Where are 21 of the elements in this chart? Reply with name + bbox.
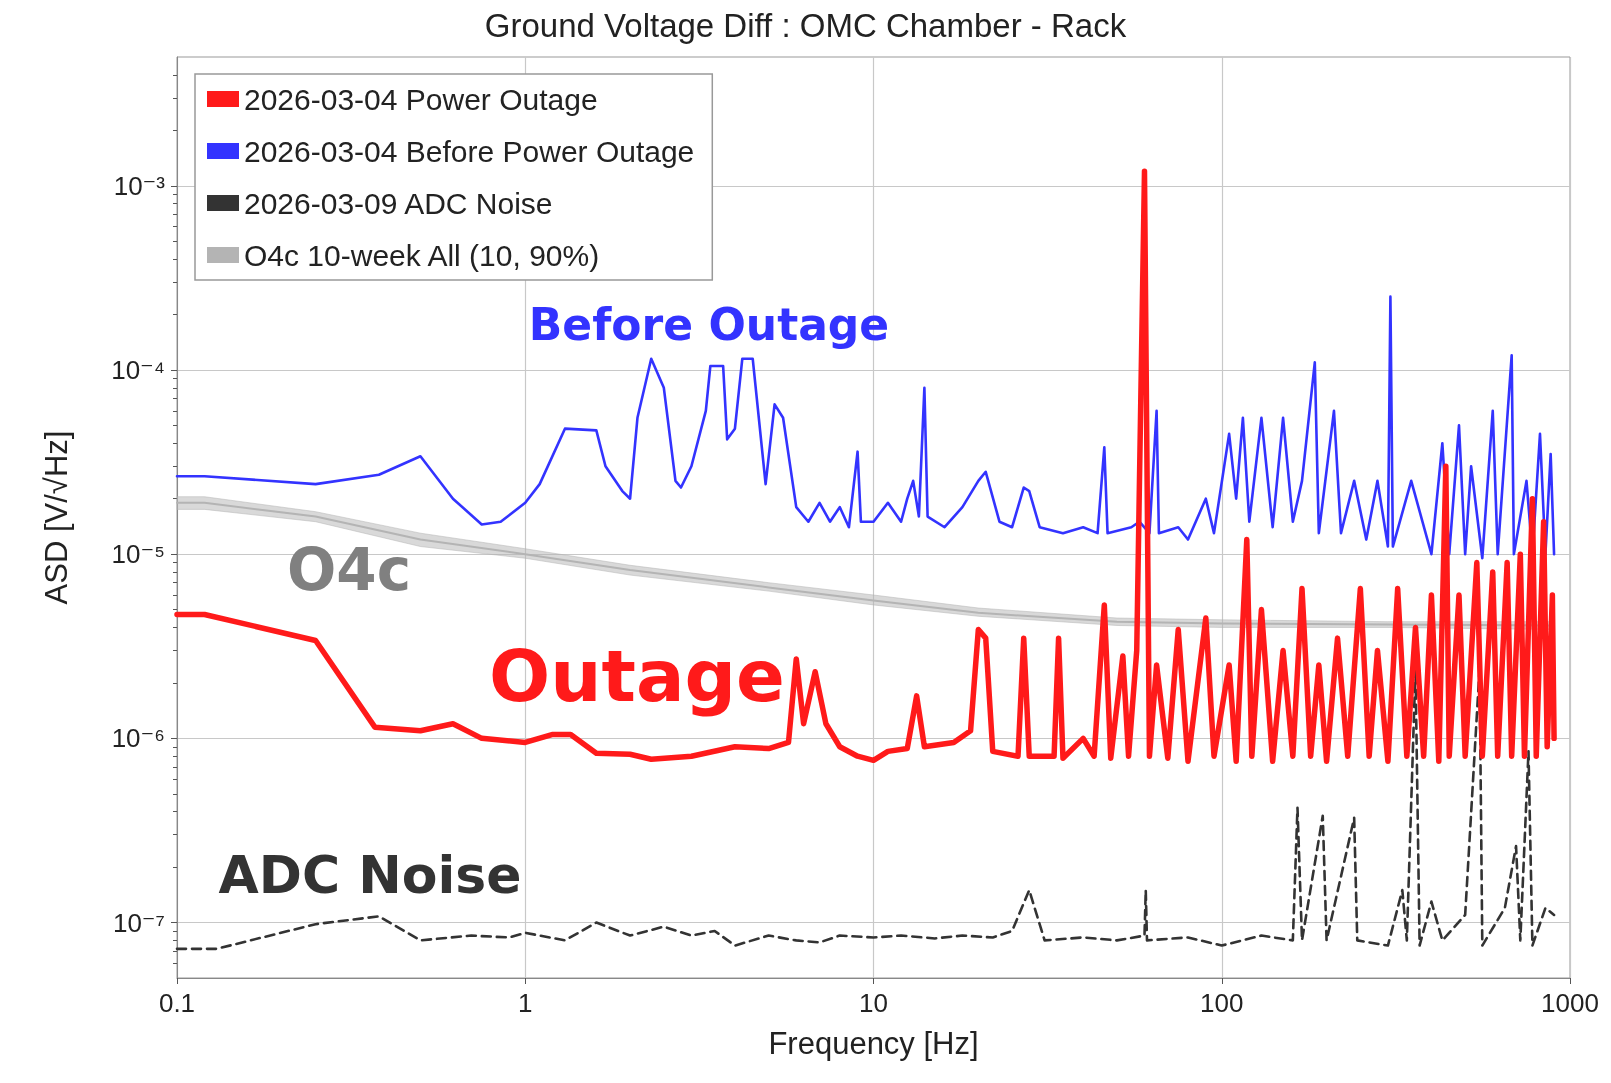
y-tick-label: 10⁻⁷ (112, 907, 165, 938)
x-tick-label: 1 (518, 988, 533, 1018)
x-tick-label: 100 (1200, 988, 1244, 1018)
x-axis-title: Frequency [Hz] (768, 1026, 979, 1061)
y-tick-label: 10⁻⁶ (111, 723, 165, 754)
annotation: Outage (489, 634, 785, 718)
x-tick-label: 1000 (1541, 988, 1599, 1018)
y-tick-label: 10⁻⁴ (111, 354, 165, 385)
annotation: O4c (286, 536, 412, 604)
x-tick-label: 10 (859, 988, 888, 1018)
legend-label: 2026-03-09 ADC Noise (244, 186, 553, 220)
chart-title: Ground Voltage Diff : OMC Chamber - Rack (484, 7, 1127, 44)
legend-label: 2026-03-04 Power Outage (244, 82, 598, 116)
y-tick-label: 10⁻³ (113, 170, 166, 201)
annotation: ADC Noise (218, 845, 522, 905)
legend-label: 2026-03-04 Before Power Outage (244, 134, 695, 168)
annotation: Before Outage (528, 298, 890, 350)
y-axis-title: ASD [V/√Hz] (39, 430, 74, 605)
x-tick-label: 0.1 (158, 988, 196, 1018)
legend-label: O4c 10-week All (10, 90%) (244, 238, 600, 272)
y-tick-label: 10⁻⁵ (111, 539, 165, 570)
